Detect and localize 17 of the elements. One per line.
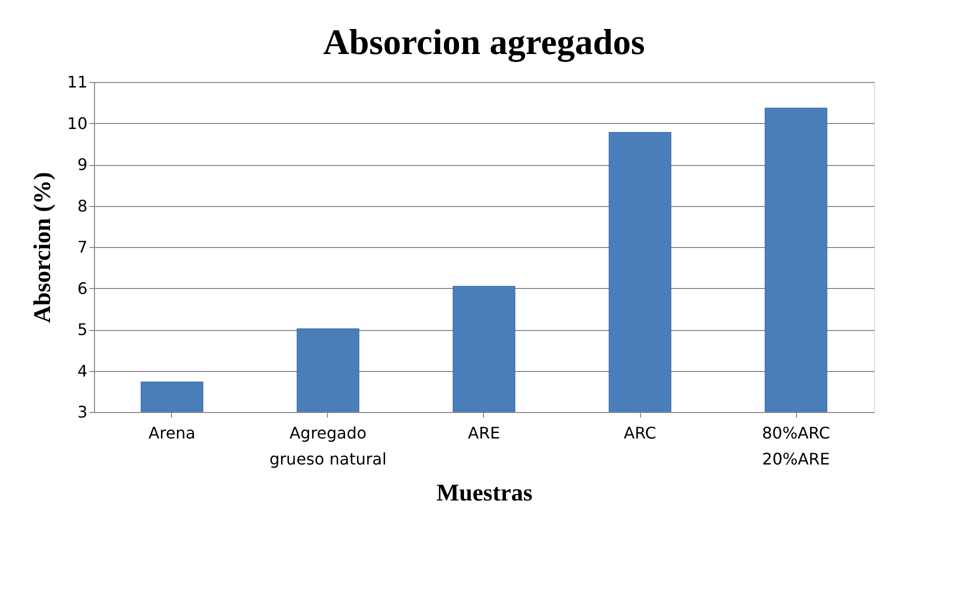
x-tick-label: Agregado grueso natural	[269, 424, 387, 468]
y-tick-label: 3	[77, 402, 88, 422]
y-axis-title: Absorcion (%)	[30, 172, 56, 323]
y-tick-label: 4	[77, 361, 88, 380]
y-tick-label: 9	[77, 155, 88, 174]
y-tick-label: 11	[67, 72, 88, 92]
y-tick-label: 8	[77, 196, 88, 216]
y-tick-label: 10	[67, 114, 88, 133]
y-tick-label: 5	[77, 320, 88, 339]
y-tick-label: 7	[77, 238, 88, 256]
y-tick-label: 6	[77, 278, 88, 298]
x-tick-label: ARE	[468, 424, 500, 442]
x-axis-title: Muestras	[436, 480, 532, 506]
x-tick-label: 80%ARC 20%ARE	[762, 424, 830, 468]
x-tick-label: Arena	[148, 424, 196, 442]
x-tick-label: ARC	[624, 424, 656, 442]
chart-title: Absorcion agregados	[323, 22, 645, 62]
